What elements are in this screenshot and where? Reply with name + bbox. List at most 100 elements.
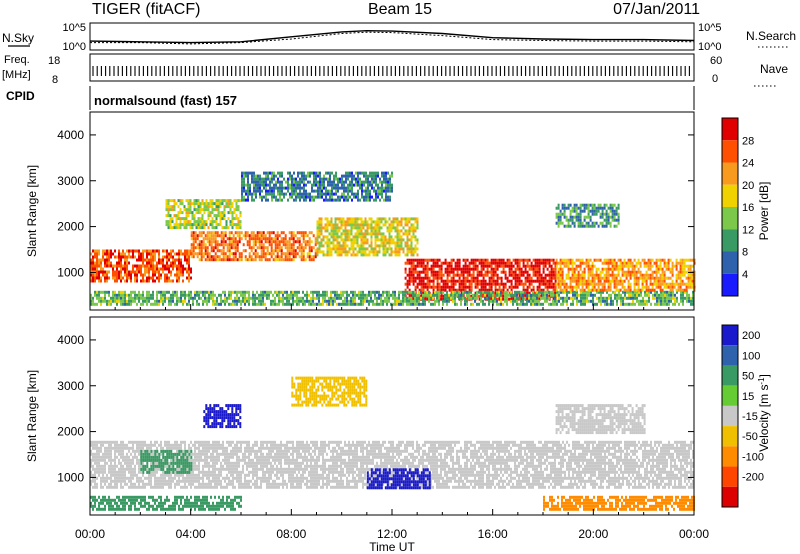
heatmap-cell [538, 290, 540, 294]
heatmap-cell [194, 246, 197, 250]
heatmap-cell [518, 294, 521, 298]
heatmap-cell [640, 302, 642, 306]
heatmap-cell [269, 177, 271, 181]
heatmap-cell [204, 246, 207, 250]
heatmap-cell [691, 279, 694, 283]
heatmap-cell [279, 174, 281, 178]
heatmap-cell [100, 279, 102, 283]
heatmap-cell [484, 258, 487, 262]
heatmap-cell [241, 195, 243, 199]
heatmap-cell [548, 261, 551, 265]
heatmap-cell [136, 267, 138, 271]
heatmap-cell [385, 195, 387, 199]
heatmap-cell [400, 244, 403, 248]
heatmap-cell [248, 240, 251, 244]
heatmap-cell [464, 267, 467, 271]
heatmap-cell [270, 231, 273, 235]
heatmap-cell [557, 285, 560, 289]
heatmap-cell [257, 177, 259, 181]
heatmap-cell [460, 279, 463, 283]
heatmap-cell [164, 290, 166, 294]
heatmap-cell [385, 186, 387, 190]
heatmap-cell [239, 214, 242, 218]
heatmap-cell [552, 258, 555, 262]
heatmap-cell [148, 293, 150, 297]
heatmap-cell [247, 189, 249, 193]
heatmap-cell [114, 273, 116, 277]
heatmap-cell [478, 288, 481, 292]
heatmap-cell [343, 198, 345, 202]
heatmap-cell [338, 253, 341, 257]
heatmap-cell [430, 279, 433, 283]
heatmap-cell [120, 290, 122, 294]
heatmap-cell [585, 285, 588, 289]
heatmap-cell [422, 264, 425, 268]
heatmap-cell [196, 237, 199, 241]
heatmap-cell [436, 276, 439, 280]
heatmap-cell [197, 199, 200, 203]
heatmap-cell [574, 290, 576, 294]
heatmap-cell [607, 276, 610, 280]
heatmap-cell [150, 258, 152, 262]
heatmap-cell [170, 261, 172, 265]
heatmap-cell [580, 293, 582, 297]
heatmap-cell [241, 186, 243, 190]
heatmap-cell [444, 267, 447, 271]
heatmap-cell [468, 285, 471, 289]
heatmap-cell [173, 223, 176, 227]
heatmap-cell [199, 211, 202, 215]
heatmap-cell [557, 261, 560, 265]
heatmap-cell [468, 267, 471, 271]
heatmap-cell [610, 293, 612, 297]
heatmap-cell [235, 199, 238, 203]
heatmap-cell [186, 252, 188, 256]
heatmap-cell [180, 258, 182, 262]
heatmap-cell [247, 180, 249, 184]
heatmap-cell [647, 264, 650, 268]
heatmap-cell [261, 195, 263, 199]
heatmap-cell [188, 258, 190, 262]
heatmap-cell [432, 258, 435, 262]
heatmap-cell [144, 273, 146, 277]
heatmap-cell [178, 267, 180, 271]
heatmap-cell [375, 180, 377, 184]
heatmap-cell [193, 208, 196, 212]
heatmap-cell [548, 290, 550, 294]
heatmap-cell [251, 177, 253, 181]
heatmap-cell [518, 276, 521, 280]
heatmap-cell [522, 299, 524, 303]
heatmap-cell [210, 246, 213, 250]
heatmap-cell [291, 189, 293, 193]
heatmap-cell [438, 273, 441, 277]
heatmap-cell [506, 279, 509, 283]
heatmap-cell [260, 246, 263, 250]
heatmap-cell [359, 180, 361, 184]
heatmap-cell [247, 192, 249, 196]
heatmap-cell [676, 299, 678, 303]
heatmap-cell [450, 296, 452, 300]
heatmap-cell [378, 226, 381, 230]
heatmap-cell [324, 241, 327, 245]
heatmap-cell [369, 171, 371, 175]
heatmap-cell [326, 302, 328, 306]
heatmap-cell [189, 226, 192, 230]
heatmap-cell [366, 229, 369, 233]
heatmap-cell [494, 264, 497, 268]
heatmap-cell [458, 296, 460, 300]
heatmap-cell [375, 174, 377, 178]
heatmap-cell [402, 238, 405, 242]
heatmap-cell [292, 296, 294, 300]
heatmap-cell [689, 285, 692, 289]
heatmap-cell [313, 189, 315, 193]
heatmap-cell [474, 258, 477, 262]
heatmap-cell [304, 258, 307, 262]
heatmap-cell [408, 270, 411, 274]
heatmap-cell [633, 264, 636, 268]
heatmap-cell [370, 223, 373, 227]
heatmap-cell [648, 296, 650, 300]
heatmap-cell [402, 226, 405, 230]
heatmap-cell [240, 302, 242, 306]
heatmap-cell [512, 276, 515, 280]
heatmap-cell [234, 258, 237, 262]
